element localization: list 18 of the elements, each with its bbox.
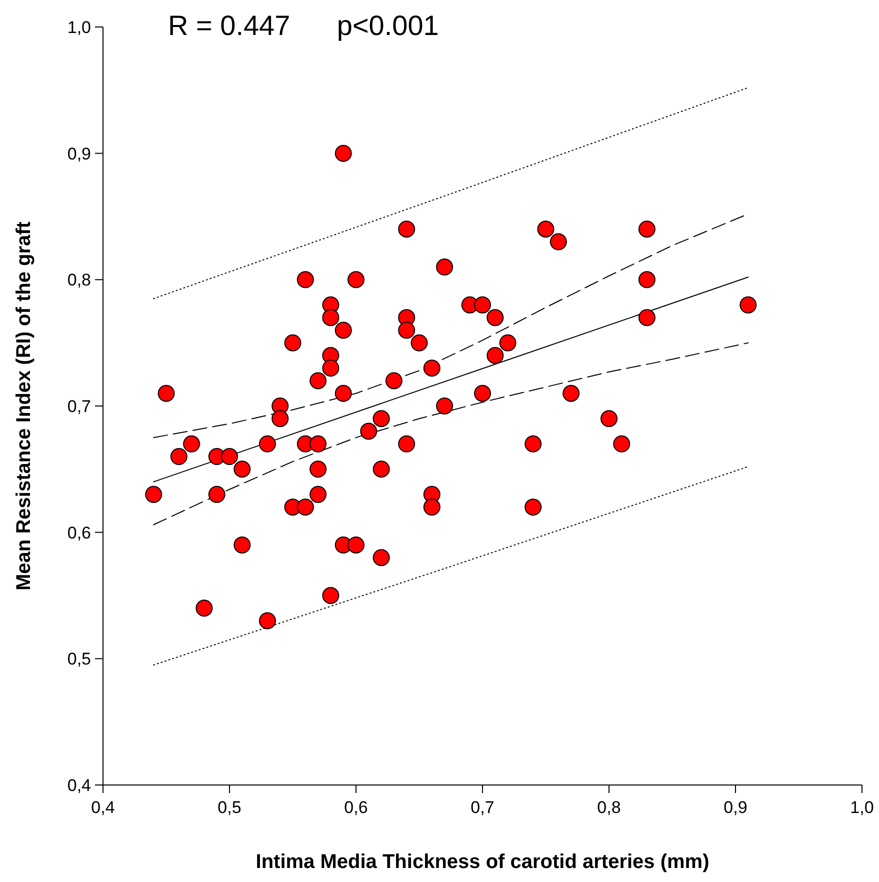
x-tick-label: 0,9 xyxy=(724,798,748,817)
x-tick-label: 0,7 xyxy=(470,798,494,817)
y-tick-label: 0,5 xyxy=(67,650,91,669)
y-tick-label: 0,8 xyxy=(67,270,91,290)
x-tick-label: 1,0 xyxy=(850,798,874,817)
y-tick-label: 0,7 xyxy=(67,396,91,416)
y-tick-label: 0,4 xyxy=(67,776,91,795)
annotation: R = 0.447 p<0.001 xyxy=(168,10,439,41)
line-series xyxy=(153,342,749,526)
x-tick-label: 0,8 xyxy=(597,798,621,817)
y-tick-label: 0,9 xyxy=(67,144,91,164)
x-tick-label: 0,6 xyxy=(344,798,368,817)
x-tick-label: 0,4 xyxy=(91,798,115,817)
y-tick-label: 0,6 xyxy=(67,523,91,542)
y-axis-title: Mean Resistance Index (RI) of the graft xyxy=(13,221,35,590)
y-tick-label: 1,0 xyxy=(67,18,91,37)
x-tick-label: 0,5 xyxy=(218,798,242,817)
x-axis-title: Intima Media Thickness of carotid arteries (mm) xyxy=(256,851,710,873)
